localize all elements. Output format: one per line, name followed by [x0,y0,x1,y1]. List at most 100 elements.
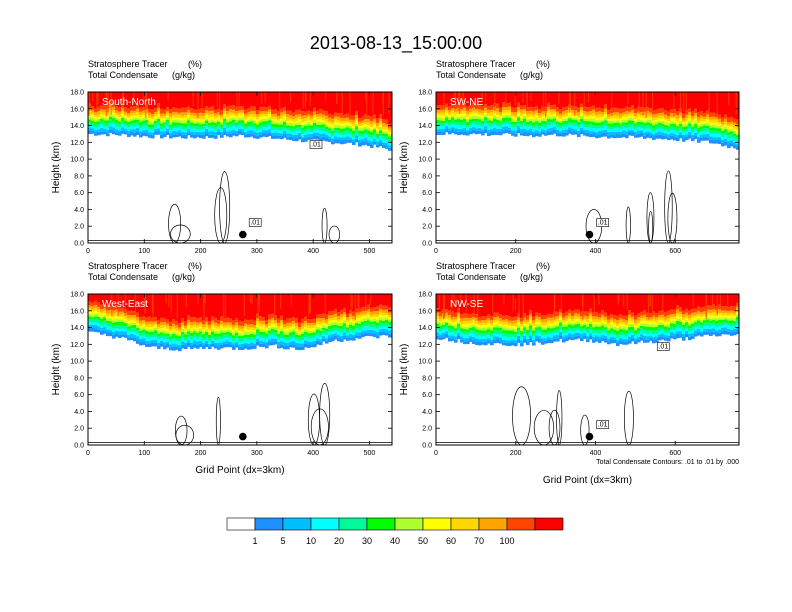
tracer-cell [514,107,518,113]
tracer-cell [331,320,335,323]
tracer-cell [493,124,497,128]
tracer-cell [544,322,548,326]
tracer-cell [487,117,491,121]
tracer-cell [310,330,314,334]
tracer-cell [613,112,617,116]
tracer-cell [91,117,95,121]
tracer-cell [736,127,739,131]
tracer-cell [439,122,443,127]
tracer-cell [517,320,521,323]
tracer-cell [574,92,578,107]
tracer-cell [337,331,341,335]
tracer-cell [487,320,491,324]
tracer-cell [667,330,671,333]
tracer-cell [586,132,590,137]
tracer-cell [190,339,194,343]
tracer-cell [142,126,146,131]
tracer-cell [466,320,470,324]
tracer-cell [238,120,242,123]
tracer-cell [712,304,716,310]
tracer-cell [160,325,164,329]
tracer-cell [556,332,560,336]
tracer-cell [319,294,323,314]
tracer-cell [604,332,608,336]
tracer-cell [568,324,572,328]
tracer-cell [634,108,638,114]
tracer-cell [187,334,191,338]
tracer-cell [607,335,611,339]
tracer-cell [154,317,158,322]
tracer-cell [694,115,698,119]
tracer-cell [577,332,581,336]
tracer-cell [697,310,701,315]
tracer-cell [676,137,680,142]
tracer-cell [181,329,185,332]
tracer-cell [616,315,620,321]
tracer-cell [337,125,341,128]
tracer-cell [568,327,572,331]
tracer-cell [475,130,479,135]
tracer-cell [130,331,134,335]
tracer-cell [184,337,188,341]
tracer-cell [706,317,710,320]
tracer-cell [118,123,122,127]
tracer-cell [244,116,248,120]
tracer-cell [349,316,353,320]
tracer-cell [163,335,167,340]
tracer-cell [709,122,713,126]
tracer-cell [178,336,182,339]
tracer-cell [706,328,710,332]
tracer-cell [256,338,260,342]
tracer-cell [511,111,515,115]
tracer-cell [565,132,569,136]
tracer-cell [670,126,674,130]
tracer-cell [442,112,446,116]
tracer-cell [553,335,557,339]
tracer-cell [214,113,218,117]
tracer-cell [577,125,581,128]
tracer-cell [202,337,206,341]
tracer-cell [337,312,341,317]
tracer-cell [559,122,563,127]
tracer-cell [649,332,653,336]
tracer-cell [673,316,677,319]
tracer-cell [106,133,110,137]
tracer-cell [580,115,584,119]
tracer-cell [307,92,311,111]
tracer-cell [166,131,170,136]
tracer-cell [319,124,323,128]
tracer-cell [160,113,164,117]
tracer-cell [160,129,164,132]
tracer-cell [112,106,116,111]
tracer-cell [103,330,107,334]
tracer-cell [616,115,620,119]
tracer-cell [205,132,209,137]
tracer-cell [124,129,128,132]
tracer-cell [289,118,293,121]
tracer-cell [298,327,302,330]
tracer-cell [91,314,95,318]
tracer-cell [499,126,503,129]
tracer-cell [211,119,215,123]
tracer-streak [249,294,252,303]
tracer-cell [223,131,227,135]
tracer-cell [103,112,107,116]
tracer-cell [499,128,503,132]
tracer-cell [523,128,527,133]
tracer-cell [616,118,620,121]
tracer-cell [142,110,146,114]
tracer-cell [655,330,659,334]
tracer-cell [286,114,290,118]
tracer-cell [142,322,146,325]
tracer-cell [169,336,173,339]
tracer-cell [382,131,386,134]
tracer-cell [229,336,233,339]
tracer-cell [349,334,353,338]
tracer-cell [133,315,137,319]
tracer-cell [313,125,317,130]
tracer-cell [478,112,482,115]
tracer-cell [532,119,536,123]
tracer-cell [256,110,260,114]
tracer-cell [241,106,245,110]
tracer-cell [460,129,464,132]
